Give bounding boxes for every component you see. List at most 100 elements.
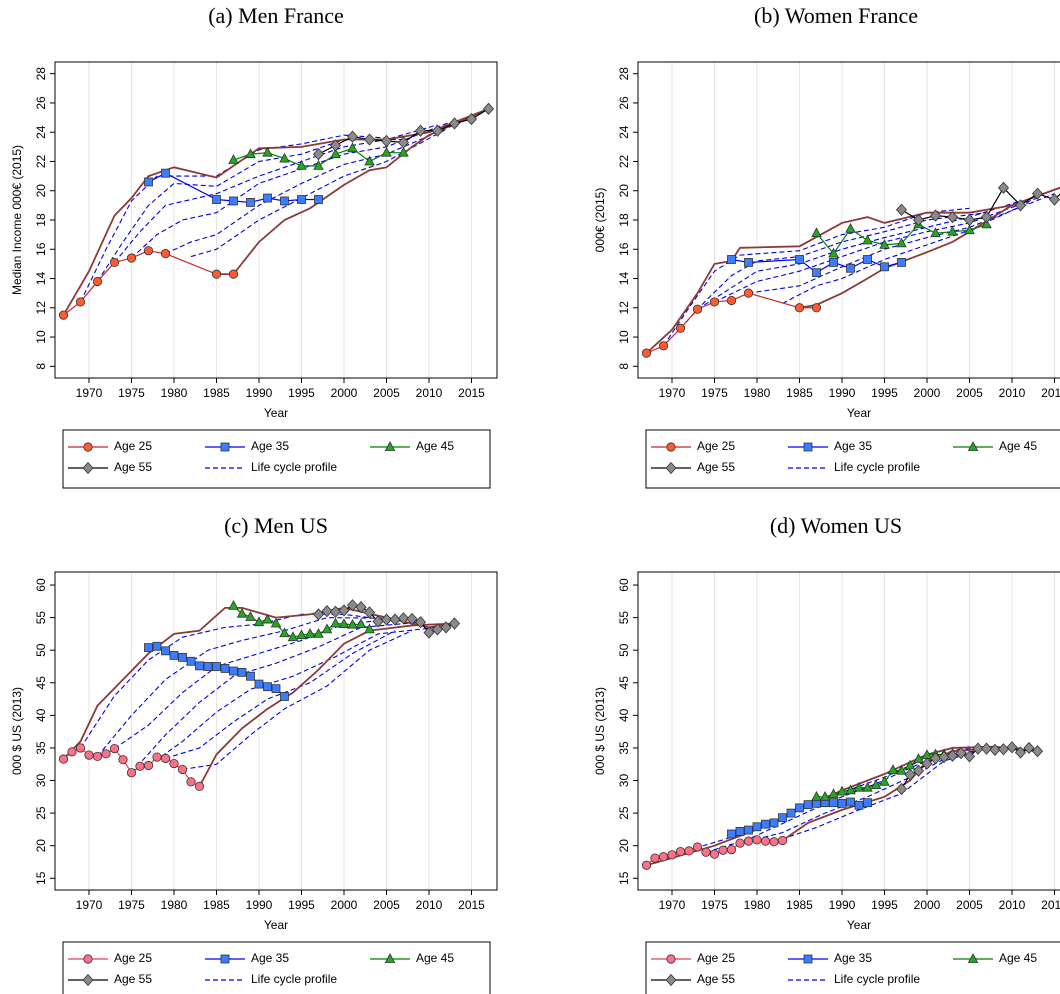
- data-marker: [963, 750, 976, 763]
- data-marker: [845, 784, 856, 795]
- series-line: [901, 186, 1060, 221]
- panel-title: (b) Women France: [754, 3, 918, 28]
- data-marker: [761, 819, 770, 829]
- x-tick-label: 1985: [203, 898, 230, 912]
- y-tick-label: 12: [617, 301, 631, 315]
- data-marker: [777, 835, 788, 846]
- data-marker: [929, 752, 942, 765]
- legend-label: Life cycle profile: [834, 460, 920, 474]
- data-marker: [997, 743, 1010, 756]
- data-marker: [406, 612, 418, 626]
- data-marker: [143, 246, 154, 256]
- y-axis-label: 000 $ US (2013): [10, 687, 24, 775]
- data-marker: [245, 611, 256, 621]
- data-marker: [803, 800, 813, 810]
- data-marker: [212, 195, 221, 204]
- legend-marker: [384, 953, 396, 963]
- life-cycle-line: [697, 200, 1021, 310]
- data-marker: [735, 826, 745, 836]
- data-marker: [947, 225, 958, 236]
- panel-title: (a) Men France: [208, 3, 344, 28]
- data-marker: [355, 601, 367, 614]
- data-marker: [837, 798, 847, 808]
- life-cycle-line: [165, 630, 396, 759]
- data-marker: [75, 743, 86, 753]
- y-tick-label: 22: [34, 154, 48, 168]
- data-marker: [135, 761, 145, 771]
- data-marker: [397, 612, 410, 625]
- data-marker: [314, 195, 323, 204]
- data-marker: [211, 269, 222, 279]
- data-marker: [92, 751, 103, 762]
- data-marker: [1014, 199, 1027, 212]
- legend-label: Age 35: [834, 951, 872, 965]
- data-marker: [118, 755, 128, 765]
- y-tick-label: 35: [34, 741, 48, 755]
- data-marker: [448, 617, 461, 630]
- data-marker: [812, 268, 821, 278]
- data-marker: [398, 146, 409, 157]
- x-tick-label: 1995: [288, 898, 315, 912]
- data-marker: [854, 800, 864, 810]
- x-tick-label: 1975: [701, 386, 728, 400]
- y-tick-label: 50: [34, 643, 48, 657]
- y-tick-label: 60: [617, 578, 631, 592]
- data-marker: [769, 837, 779, 847]
- data-marker: [263, 682, 272, 692]
- data-marker: [658, 341, 669, 351]
- legend-label: Age 45: [999, 439, 1037, 453]
- y-tick-label: 60: [34, 578, 48, 592]
- data-marker: [641, 348, 652, 358]
- data-marker: [347, 142, 358, 153]
- data-marker: [58, 754, 69, 764]
- data-marker: [795, 803, 804, 813]
- data-marker: [229, 196, 238, 206]
- data-marker: [845, 222, 856, 233]
- data-marker: [203, 662, 213, 671]
- data-marker: [778, 813, 787, 823]
- legend-marker: [666, 954, 676, 964]
- data-marker: [1031, 187, 1044, 200]
- x-tick-label: 1995: [871, 386, 898, 400]
- data-marker: [727, 255, 736, 264]
- data-marker: [963, 213, 976, 227]
- data-marker: [811, 227, 822, 238]
- data-marker: [109, 743, 120, 754]
- data-marker: [330, 148, 341, 159]
- data-marker: [253, 616, 265, 627]
- legend-label: Age 55: [114, 972, 152, 986]
- legend-label: Age 55: [114, 460, 152, 474]
- data-marker: [650, 853, 660, 863]
- data-marker: [846, 263, 855, 273]
- data-marker: [423, 626, 435, 639]
- life-cycle-line: [80, 613, 370, 749]
- legend-marker: [384, 441, 396, 451]
- x-tick-label: 1985: [786, 386, 813, 400]
- data-marker: [718, 845, 728, 855]
- data-marker: [346, 130, 359, 143]
- data-marker: [380, 613, 393, 626]
- data-marker: [972, 742, 984, 755]
- x-tick-label: 2010: [999, 898, 1026, 912]
- data-marker: [414, 124, 427, 137]
- data-marker: [160, 249, 171, 259]
- y-tick-label: 16: [617, 242, 631, 256]
- x-tick-label: 1980: [744, 898, 771, 912]
- data-marker: [811, 790, 822, 801]
- legend-label: Age 25: [697, 439, 735, 453]
- data-marker: [389, 613, 401, 626]
- y-tick-label: 20: [34, 839, 48, 853]
- data-marker: [1006, 741, 1018, 754]
- data-marker: [347, 618, 358, 629]
- data-marker: [829, 798, 838, 808]
- data-marker: [280, 196, 289, 206]
- data-marker: [752, 835, 762, 845]
- data-marker: [752, 822, 762, 832]
- data-marker: [161, 646, 170, 656]
- data-marker: [246, 198, 255, 207]
- data-marker: [178, 652, 187, 662]
- data-marker: [946, 210, 959, 224]
- legend-label: Age 55: [697, 460, 735, 474]
- data-marker: [152, 641, 162, 651]
